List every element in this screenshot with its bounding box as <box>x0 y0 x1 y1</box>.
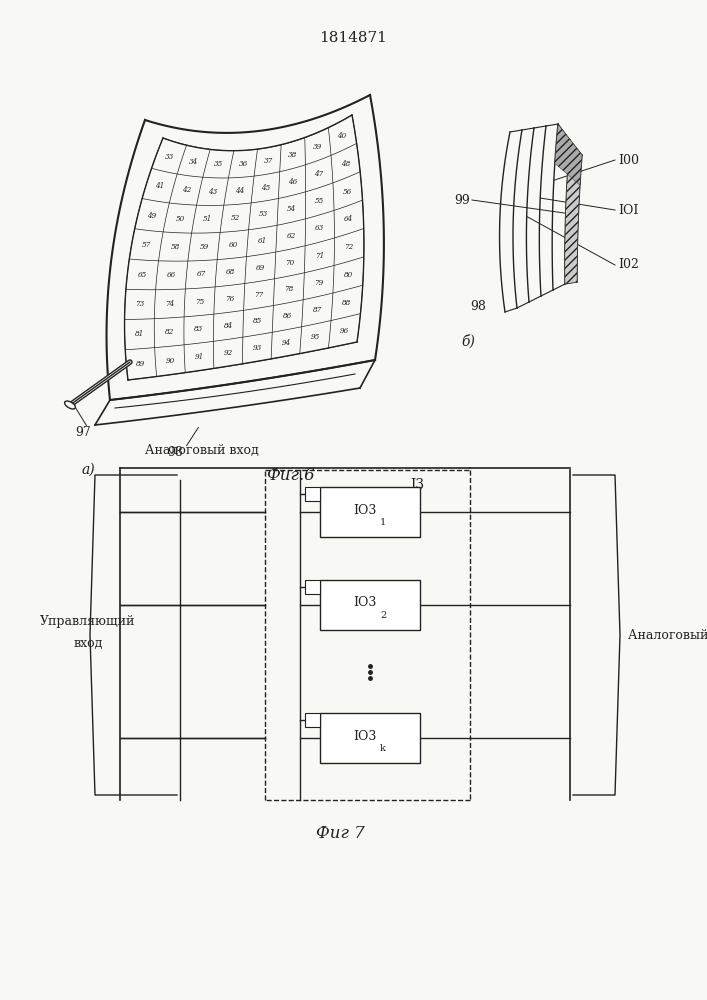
Text: 46: 46 <box>288 178 297 186</box>
Text: 51: 51 <box>204 215 213 223</box>
Text: 80: 80 <box>344 271 353 279</box>
Polygon shape <box>565 140 582 284</box>
Text: 63: 63 <box>315 224 325 232</box>
Text: Фиг.6: Фиг.6 <box>266 468 315 485</box>
Text: 62: 62 <box>286 232 296 240</box>
Text: 41: 41 <box>155 182 165 190</box>
Text: 83: 83 <box>194 325 204 333</box>
Text: 68: 68 <box>226 268 235 276</box>
Text: 65: 65 <box>137 271 147 279</box>
Text: 57: 57 <box>141 241 151 249</box>
Bar <box>305 487 320 501</box>
Text: 69: 69 <box>256 264 265 272</box>
Text: 74: 74 <box>165 300 175 308</box>
Text: 72: 72 <box>344 243 354 251</box>
Text: IO3: IO3 <box>354 596 377 609</box>
Text: 49: 49 <box>148 212 157 220</box>
Text: 82: 82 <box>165 328 174 336</box>
Text: IO3: IO3 <box>354 504 377 516</box>
Text: 66: 66 <box>167 271 176 279</box>
Text: 1814871: 1814871 <box>319 31 387 45</box>
Polygon shape <box>555 124 582 185</box>
Text: 40: 40 <box>337 132 346 140</box>
Text: 54: 54 <box>287 205 296 213</box>
Text: 79: 79 <box>314 279 323 287</box>
Text: а): а) <box>81 463 95 477</box>
Text: 35: 35 <box>214 160 223 168</box>
Text: IOI: IOI <box>618 204 638 217</box>
Text: 85: 85 <box>253 317 262 325</box>
Text: 36: 36 <box>239 160 248 168</box>
Text: 77: 77 <box>255 291 264 299</box>
Text: Фиг 7: Фиг 7 <box>315 825 364 842</box>
Text: 86: 86 <box>283 312 292 320</box>
Text: I00: I00 <box>618 153 639 166</box>
Text: вход: вход <box>74 637 103 650</box>
Text: 48: 48 <box>341 160 350 168</box>
Text: Аналоговый выход: Аналоговый выход <box>628 629 707 642</box>
Text: 81: 81 <box>135 330 144 338</box>
Text: 78: 78 <box>284 285 293 293</box>
Text: 34: 34 <box>189 158 199 166</box>
Text: 64: 64 <box>344 215 354 223</box>
Text: 91: 91 <box>194 353 204 361</box>
Text: 94: 94 <box>281 339 291 347</box>
Text: 52: 52 <box>231 214 240 222</box>
Text: 1: 1 <box>380 518 386 527</box>
Text: 39: 39 <box>312 143 322 151</box>
Text: 58: 58 <box>170 243 180 251</box>
Text: 75: 75 <box>195 298 204 306</box>
Text: 98: 98 <box>167 446 183 458</box>
Text: 33: 33 <box>165 153 174 161</box>
Text: 53: 53 <box>259 210 269 218</box>
Text: 73: 73 <box>135 300 144 308</box>
Ellipse shape <box>64 401 76 409</box>
Text: 67: 67 <box>197 270 206 278</box>
Bar <box>305 580 320 594</box>
Bar <box>305 713 320 727</box>
Text: 99: 99 <box>454 194 470 207</box>
Text: 92: 92 <box>223 349 233 357</box>
Text: 43: 43 <box>208 188 218 196</box>
Text: 50: 50 <box>175 215 185 223</box>
Text: 42: 42 <box>182 186 191 194</box>
Text: 96: 96 <box>339 327 349 335</box>
Text: 98: 98 <box>470 300 486 314</box>
Text: 38: 38 <box>288 151 298 159</box>
Text: Аналоговый вход: Аналоговый вход <box>145 444 259 457</box>
Text: 70: 70 <box>286 259 295 267</box>
Text: 87: 87 <box>312 306 322 314</box>
Text: 47: 47 <box>314 170 323 178</box>
Text: Управляющий: Управляющий <box>40 614 136 628</box>
Text: 95: 95 <box>310 333 320 341</box>
Text: I3: I3 <box>410 478 424 492</box>
Text: 93: 93 <box>252 344 262 352</box>
Bar <box>320 580 420 630</box>
Text: 56: 56 <box>343 188 352 196</box>
Text: 44: 44 <box>235 187 244 195</box>
Text: 97: 97 <box>75 426 91 438</box>
Text: 84: 84 <box>223 322 233 330</box>
Text: 71: 71 <box>315 252 325 260</box>
Text: 2: 2 <box>380 611 386 620</box>
Text: 37: 37 <box>264 157 273 165</box>
Text: 88: 88 <box>342 299 351 307</box>
Text: 89: 89 <box>136 360 146 368</box>
Bar <box>320 713 420 763</box>
Text: k: k <box>380 744 386 753</box>
Text: 55: 55 <box>315 197 325 205</box>
Text: 90: 90 <box>165 357 175 365</box>
Text: 76: 76 <box>225 295 234 303</box>
Text: б): б) <box>461 335 475 349</box>
Bar <box>320 487 420 537</box>
Text: IO3: IO3 <box>354 730 377 742</box>
Text: 60: 60 <box>228 241 238 249</box>
Text: 45: 45 <box>261 184 271 192</box>
Text: 59: 59 <box>199 243 209 251</box>
Text: I02: I02 <box>618 258 639 271</box>
Text: 61: 61 <box>257 237 267 245</box>
